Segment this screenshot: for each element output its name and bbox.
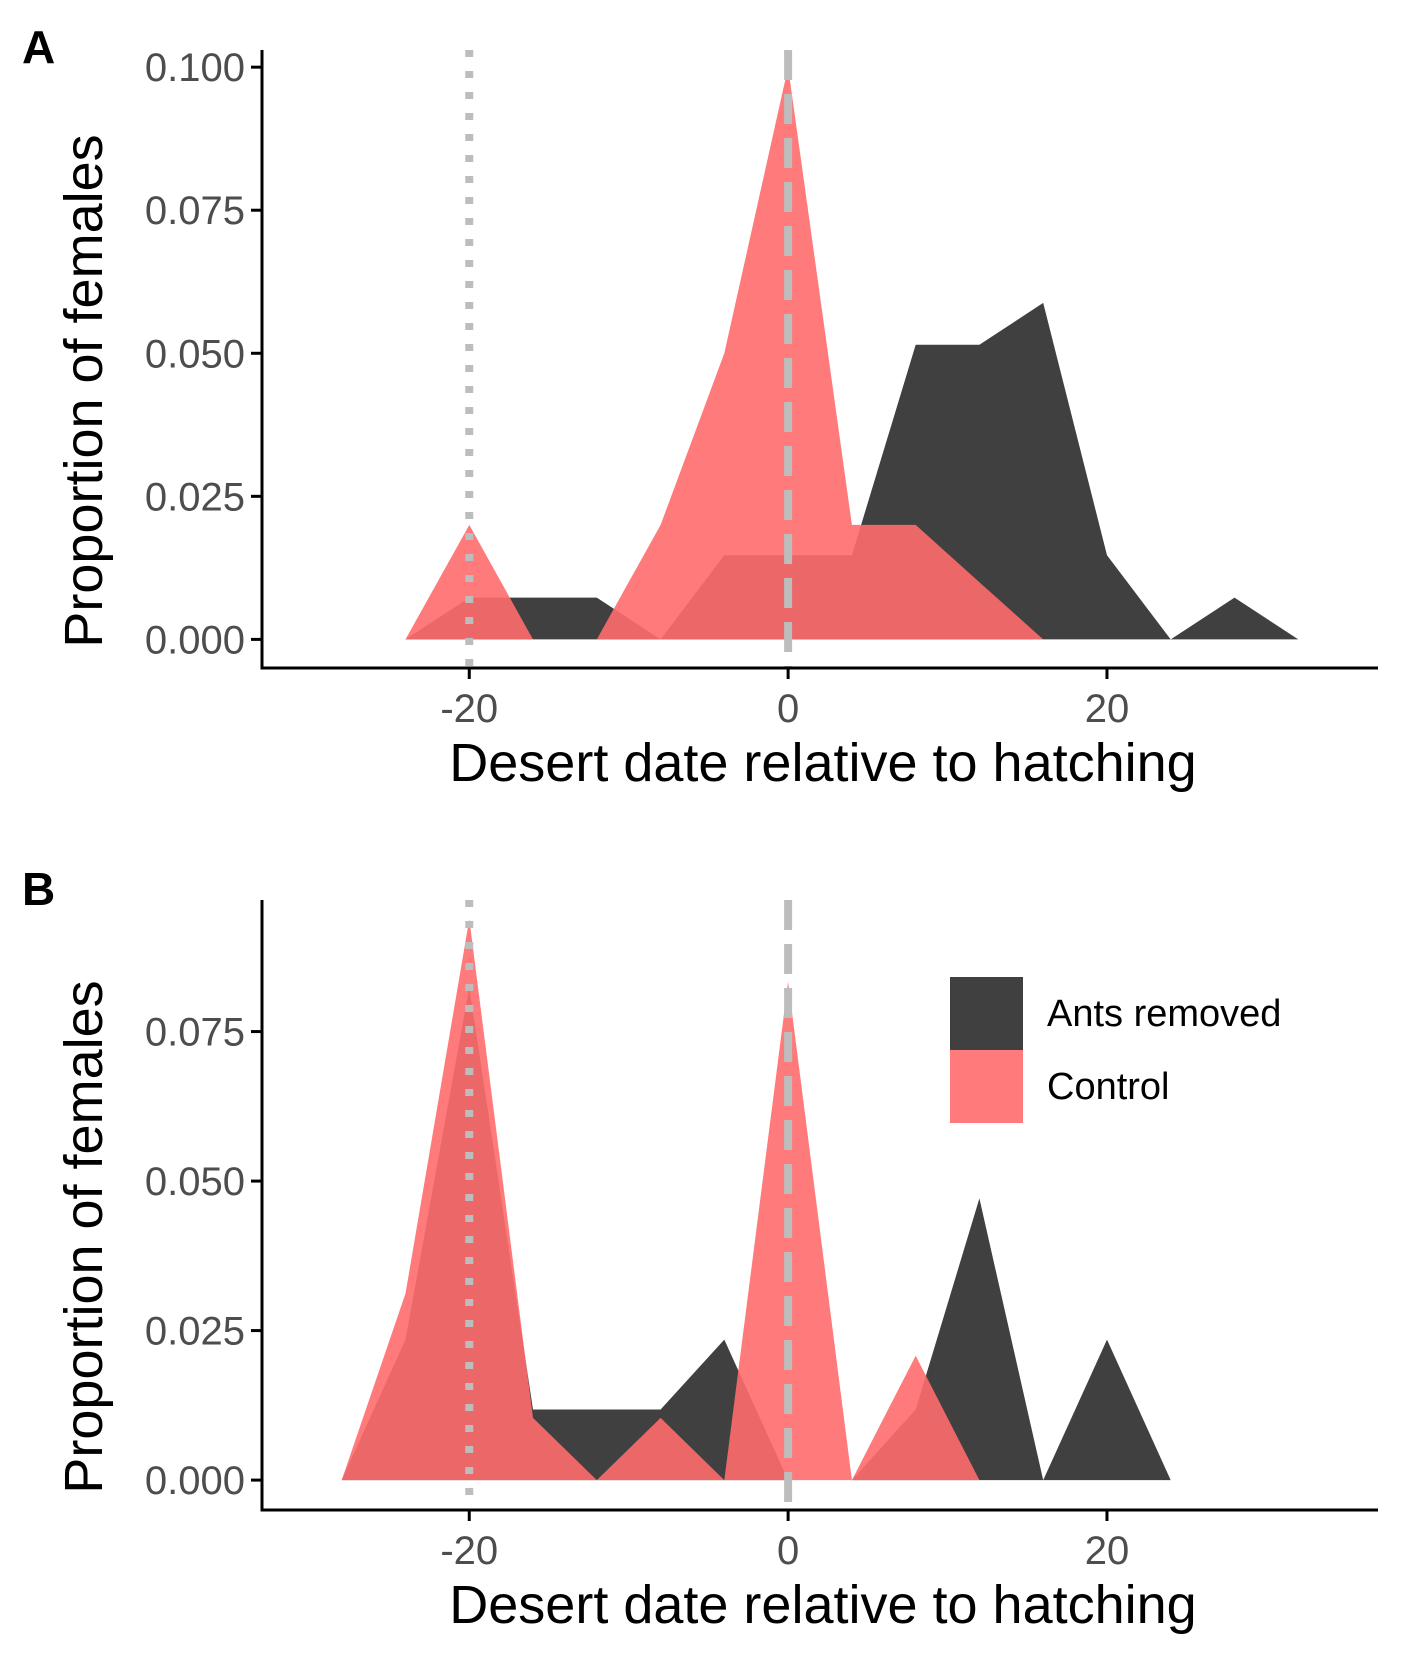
legend-label-ants-removed: Ants removed <box>1047 993 1281 1035</box>
y-tick-label: 0.050 <box>145 1160 245 1204</box>
x-tick-label: -20 <box>440 1529 498 1573</box>
y-tick-label: 0.075 <box>145 1011 245 1055</box>
x-tick-label: 20 <box>1085 1529 1130 1573</box>
y-tick-label: 0.075 <box>145 189 245 233</box>
legend-swatch-control <box>950 1050 1023 1123</box>
legend-label-control: Control <box>1047 1066 1170 1108</box>
series-area-ants-removed <box>405 302 1299 640</box>
y-tick-label: 0.025 <box>145 475 245 519</box>
series-area-control <box>341 919 980 1481</box>
x-tick-label: 0 <box>777 687 799 731</box>
y-tick-label: 0.000 <box>145 1459 245 1503</box>
legend: Ants removed Control <box>950 977 1281 1123</box>
x-tick-label: 0 <box>777 1529 799 1573</box>
y-tick-label: 0.050 <box>145 332 245 376</box>
y-axis-title: Proportion of females <box>54 134 114 647</box>
x-axis-title: Desert date relative to hatching <box>449 1575 1196 1635</box>
y-tick-label: 0.025 <box>145 1310 245 1354</box>
x-tick-label: -20 <box>440 687 498 731</box>
series-area-ants-removed <box>341 987 1171 1481</box>
y-tick-label: 0.100 <box>145 46 245 90</box>
panel-label: A <box>22 21 55 73</box>
series-area-control <box>405 67 1044 640</box>
x-tick-label: 20 <box>1085 687 1130 731</box>
y-axis-title: Proportion of females <box>54 980 114 1493</box>
y-tick-label: 0.000 <box>145 618 245 662</box>
panel-label: B <box>22 863 55 915</box>
legend-swatch-ants-removed <box>950 977 1023 1050</box>
x-axis-title: Desert date relative to hatching <box>449 733 1196 793</box>
panel-a: A 0.000 0.025 0.050 0.075 0.100 -20 0 20Desert … <box>22 21 1378 793</box>
